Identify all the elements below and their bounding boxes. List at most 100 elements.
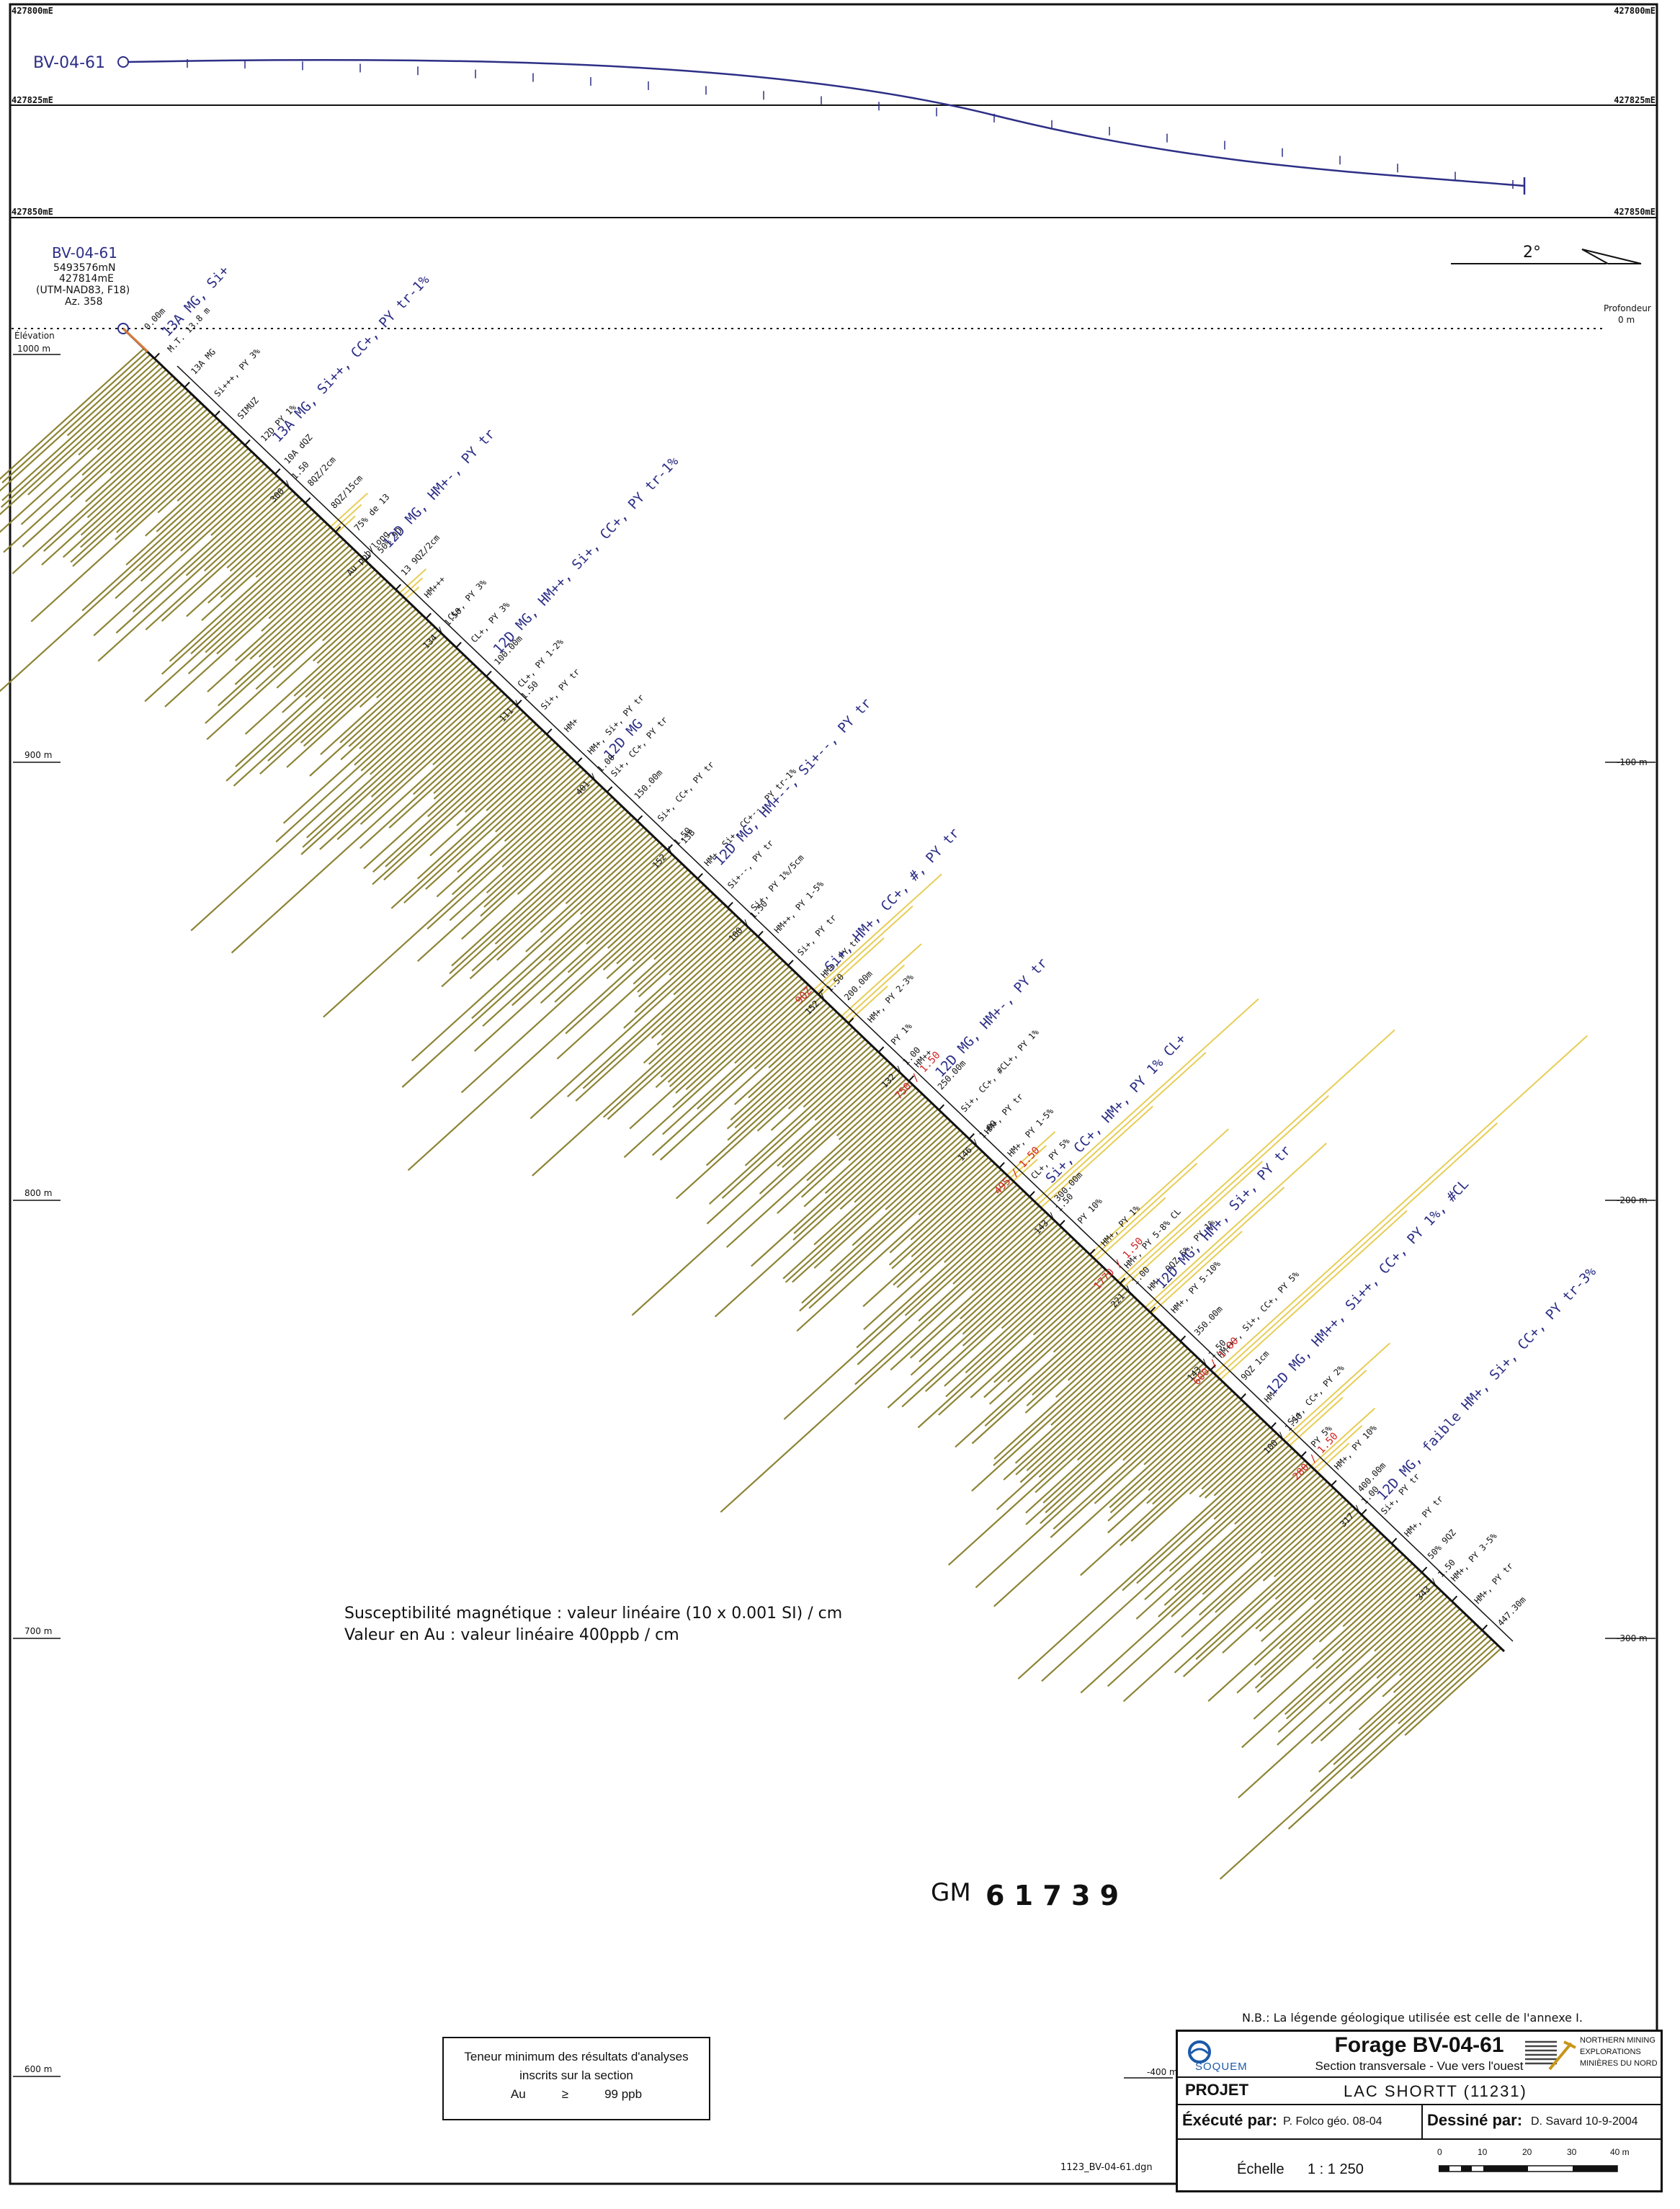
susceptibility-line: [80, 420, 221, 548]
susceptibility-line: [554, 875, 695, 1003]
susceptibility-line: [302, 678, 490, 848]
trace-tick: [968, 1133, 975, 1140]
susceptibility-line: [910, 1163, 996, 1241]
geology-note: 13 9QZ/2cm: [399, 532, 442, 577]
susceptibility-line: [648, 950, 774, 1065]
susceptibility-line: [685, 981, 806, 1091]
susceptibility-line: [1107, 1483, 1331, 1687]
susceptibility-line: [411, 839, 657, 1062]
susceptibility-line: [70, 390, 189, 499]
dip-angle: 2°: [1523, 244, 1541, 262]
susceptibility-line: [93, 472, 274, 637]
susceptibility-line: [390, 751, 566, 909]
susceptibility-line: [910, 1232, 1068, 1376]
gold-value-line: [1034, 998, 1259, 1202]
susceptibility-line: [696, 996, 822, 1110]
susceptibility-line: [385, 726, 540, 867]
easting-label-low-right: 427850mE: [1614, 207, 1656, 217]
susceptibility-line: [643, 947, 772, 1064]
min-grade-operator: ≥: [561, 2087, 569, 2101]
susceptibility-line: [259, 620, 429, 775]
susceptibility-line: [734, 1023, 850, 1129]
susceptibility-line: [70, 423, 224, 563]
nme-line1: NORTHERN MINING: [1580, 2036, 1656, 2045]
susceptibility-line: [457, 762, 578, 873]
susceptibility-line: [952, 1205, 1040, 1285]
susceptibility-line: [706, 1060, 888, 1225]
gold-value-line: [841, 943, 922, 1017]
lithology-note: 12D MG, HM++, Si++, CC+, PY 1%, #CL: [1264, 1177, 1472, 1398]
susceptibility-line: [814, 1056, 885, 1121]
susceptibility-line: [451, 808, 626, 967]
section-collar-symbol: [117, 323, 129, 334]
trace-tick: [1119, 1277, 1126, 1284]
susceptibility-line: [0, 366, 164, 516]
susceptibility-line: [1122, 1375, 1217, 1461]
susceptibility-line: [770, 1041, 870, 1131]
susceptibility-line: [896, 1181, 1015, 1288]
depth-label-0: 0 m: [1618, 315, 1635, 325]
lithology-note: 12D MG, HM+-, PY tr: [932, 955, 1050, 1081]
susceptibility-line: [904, 1199, 1034, 1316]
susceptibility-line: [282, 656, 468, 824]
drill-hole-overburden: [122, 327, 149, 353]
trace-tick: [455, 641, 462, 648]
susceptibility-line: [785, 1126, 958, 1283]
susceptibility-line: [144, 530, 335, 702]
execute-value: P. Folco géo. 08-04: [1283, 2115, 1382, 2128]
susceptibility-line: [1213, 1447, 1293, 1520]
susceptibility-line: [919, 1184, 1018, 1273]
susceptibility-line: [471, 844, 663, 1019]
trace-tick: [1179, 1335, 1187, 1342]
susceptibility-line: [673, 927, 749, 996]
susceptibility-line: [857, 1202, 1037, 1365]
susceptibility-line: [862, 1174, 1009, 1308]
projet-label: PROJET: [1185, 2081, 1249, 2099]
geology-note: HM+, PY 2-3%: [865, 972, 916, 1025]
susceptibility-line: [180, 469, 272, 552]
susceptibility-line: [623, 987, 813, 1159]
susceptibility-line: [125, 450, 252, 566]
susceptibility-line: [1398, 1638, 1493, 1725]
susceptibility-line: [140, 465, 268, 582]
susceptibility-line: [1035, 1350, 1192, 1494]
susceptibility-line: [901, 1244, 1081, 1408]
trace-tick: [847, 1017, 854, 1024]
susceptibility-line: [62, 417, 218, 558]
susceptibility-line: [220, 511, 316, 598]
susceptibility-line: [1393, 1620, 1473, 1693]
susceptibility-line: [186, 505, 309, 617]
echelle-label: Échelle: [1237, 2161, 1284, 2177]
susceptibility-line: [1024, 1305, 1145, 1414]
trace-tick: [184, 381, 190, 388]
susceptibility-line: [803, 1096, 926, 1208]
susceptibility-line: [1050, 1323, 1163, 1426]
trace-tick: [727, 901, 733, 909]
susceptibility-line: [1163, 1468, 1315, 1606]
susceptibility-line: [1213, 1435, 1280, 1496]
geology-note: Si+++, PY 3%: [213, 346, 263, 399]
susceptibility-line: [1040, 1369, 1211, 1525]
susceptibility-line: [661, 942, 765, 1036]
susceptibility-line: [1025, 1362, 1205, 1525]
susceptibility-line: [139, 460, 262, 571]
magnetic-susceptibility-histogram: [0, 347, 1502, 1880]
susceptibility-line: [919, 1229, 1065, 1362]
susceptibility-line: [1207, 1538, 1388, 1703]
susceptibility-line: [504, 769, 584, 842]
susceptibility-line: [911, 1172, 1005, 1258]
susceptibility-line: [1109, 1393, 1236, 1509]
susceptibility-line: [1199, 1429, 1274, 1498]
susceptibility-line: [1107, 1405, 1249, 1534]
susceptibility-line: [565, 896, 718, 1035]
susceptibility-line: [43, 405, 205, 552]
gold-value-line: [1289, 1396, 1344, 1447]
susceptibility-line: [433, 714, 527, 800]
susceptibility-line: [733, 1011, 838, 1105]
susceptibility-line: [383, 732, 547, 881]
susceptibility-line: [854, 1211, 1047, 1385]
gold-value-line: [333, 504, 362, 531]
elevation-title: Élévation: [14, 330, 55, 341]
susceptibility-line: [540, 832, 651, 933]
